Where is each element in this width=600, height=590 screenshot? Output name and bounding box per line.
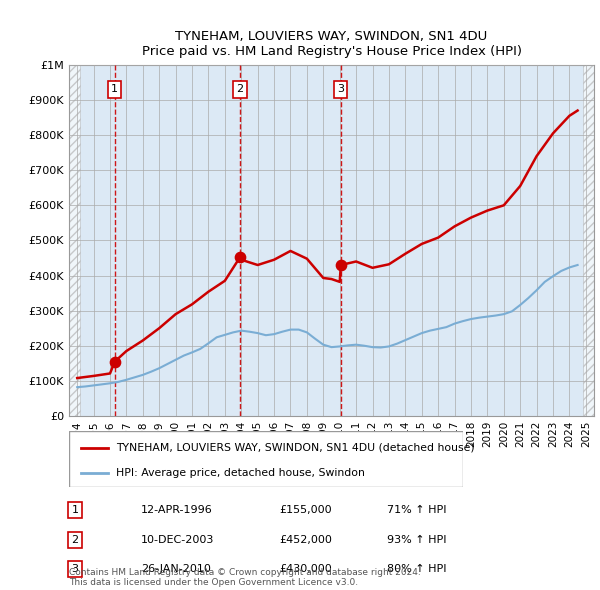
FancyBboxPatch shape	[69, 431, 463, 487]
Text: £430,000: £430,000	[279, 565, 332, 574]
Text: 2: 2	[71, 535, 79, 545]
Text: 93% ↑ HPI: 93% ↑ HPI	[387, 535, 446, 545]
Text: 12-APR-1996: 12-APR-1996	[141, 506, 213, 515]
Text: HPI: Average price, detached house, Swindon: HPI: Average price, detached house, Swin…	[116, 468, 365, 478]
Text: 26-JAN-2010: 26-JAN-2010	[141, 565, 211, 574]
Point	[336, 260, 346, 270]
Text: 3: 3	[71, 565, 79, 574]
Text: 10-DEC-2003: 10-DEC-2003	[141, 535, 214, 545]
Text: £452,000: £452,000	[279, 535, 332, 545]
Text: 2: 2	[236, 84, 244, 94]
Bar	[583, 65, 594, 416]
Text: £155,000: £155,000	[279, 506, 332, 515]
Point	[235, 253, 245, 262]
Text: 80% ↑ HPI: 80% ↑ HPI	[387, 565, 446, 574]
Text: 3: 3	[337, 84, 344, 94]
Bar	[69, 65, 80, 416]
Title: TYNEHAM, LOUVIERS WAY, SWINDON, SN1 4DU
Price paid vs. HM Land Registry's House : TYNEHAM, LOUVIERS WAY, SWINDON, SN1 4DU …	[142, 30, 521, 58]
Text: 1: 1	[111, 84, 118, 94]
Text: 1: 1	[71, 506, 79, 515]
Text: TYNEHAM, LOUVIERS WAY, SWINDON, SN1 4DU (detached house): TYNEHAM, LOUVIERS WAY, SWINDON, SN1 4DU …	[116, 442, 475, 453]
Point	[110, 357, 119, 366]
Text: 71% ↑ HPI: 71% ↑ HPI	[387, 506, 446, 515]
Text: Contains HM Land Registry data © Crown copyright and database right 2024.
This d: Contains HM Land Registry data © Crown c…	[69, 568, 421, 587]
